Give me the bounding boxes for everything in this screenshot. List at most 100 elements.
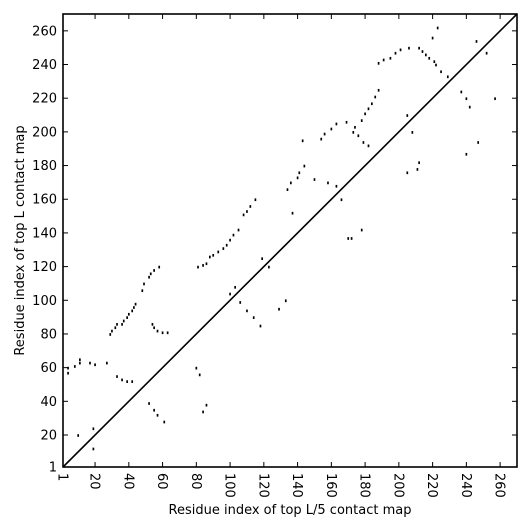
contact-point [212, 253, 215, 257]
contact-point [89, 361, 91, 365]
contact-point [111, 329, 113, 333]
contact-point [362, 141, 365, 144]
contact-point [222, 247, 225, 250]
contact-point [126, 316, 128, 319]
plot-frame [62, 13, 518, 468]
contact-point [313, 178, 316, 181]
contact-point [114, 326, 117, 330]
contact-point [133, 306, 135, 309]
contact-point [153, 408, 155, 412]
contact-point [394, 51, 397, 55]
contact-point [320, 137, 323, 141]
contact-point [425, 53, 427, 57]
contact-point [335, 122, 338, 126]
contact-point [352, 131, 355, 134]
contact-point [121, 378, 123, 382]
contact-point [239, 301, 242, 304]
contact-point [371, 102, 373, 106]
y-tick-label: 220 [32, 92, 57, 107]
contact-point [406, 114, 409, 117]
contact-point [148, 275, 150, 279]
contact-point [330, 127, 333, 131]
contact-point [494, 97, 496, 101]
contact-point [126, 380, 128, 383]
y-tick-label: 100 [32, 294, 57, 309]
contact-point [208, 255, 211, 259]
contact-point [127, 312, 130, 316]
contact-point [106, 361, 108, 365]
contact-point [151, 323, 154, 326]
contact-point [367, 107, 370, 111]
contact-point [109, 333, 112, 336]
contact-point [475, 40, 478, 43]
contact-point [229, 238, 231, 242]
contact-point [323, 132, 326, 136]
contact-point [225, 243, 228, 247]
contact-point [485, 51, 488, 55]
contact-point [141, 289, 144, 293]
contact-point [153, 269, 155, 272]
contact-point [67, 366, 69, 370]
y-tick-label: 20 [40, 429, 57, 444]
x-tick-label: 160 [323, 473, 338, 498]
contact-point [202, 264, 204, 267]
contact-point [303, 164, 306, 168]
y-tick-label: 80 [40, 327, 57, 342]
y-tick-label: 120 [32, 260, 57, 275]
contact-point [158, 265, 161, 269]
contact-point [465, 152, 468, 156]
contact-point [301, 139, 304, 143]
contact-point [421, 50, 424, 53]
x-tick-label: 200 [390, 473, 405, 498]
contact-point [468, 105, 471, 109]
contact-point [389, 56, 392, 60]
contact-point [153, 326, 155, 330]
y-tick-label: 260 [32, 24, 57, 39]
contact-point [237, 228, 240, 232]
contact-point [406, 171, 409, 175]
contact-point [122, 319, 125, 323]
contact-point [377, 88, 380, 92]
contact-point [431, 36, 434, 40]
contact-point [131, 380, 134, 383]
contact-point [286, 188, 289, 191]
contact-point [205, 403, 208, 407]
contact-point [149, 272, 152, 276]
contact-point [335, 184, 338, 188]
x-tick-label: 60 [154, 473, 169, 490]
contact-point [345, 120, 348, 124]
contact-point [433, 60, 436, 64]
contact-point [246, 210, 248, 213]
contact-point [259, 324, 262, 328]
contact-point [408, 46, 410, 50]
contact-point [428, 56, 431, 60]
contact-point [357, 134, 360, 138]
contact-point [131, 309, 134, 313]
contact-point [252, 316, 255, 319]
contact-point [350, 237, 353, 240]
contact-point [254, 198, 257, 202]
contact-point [156, 413, 159, 417]
contact-point [284, 299, 287, 303]
contact-point [291, 211, 294, 215]
x-tick-label: 100 [222, 473, 237, 498]
contact-point [166, 331, 169, 335]
contact-point [79, 361, 81, 365]
contact-point [327, 181, 329, 185]
y-tick-label: 160 [32, 193, 57, 208]
contact-point [477, 141, 480, 144]
contact-point [197, 265, 199, 269]
contact-point [377, 61, 380, 65]
x-tick-label: 140 [289, 473, 304, 498]
contact-point [116, 323, 118, 326]
contact-point [79, 358, 81, 362]
contact-point [354, 125, 356, 129]
y-tick-label: 1 [49, 461, 57, 476]
contact-point [360, 119, 363, 122]
y-tick-label: 240 [32, 58, 57, 73]
contact-point [261, 257, 263, 261]
contact-point [234, 285, 236, 289]
contact-point [465, 97, 468, 101]
x-tick-label: 1 [55, 473, 70, 481]
